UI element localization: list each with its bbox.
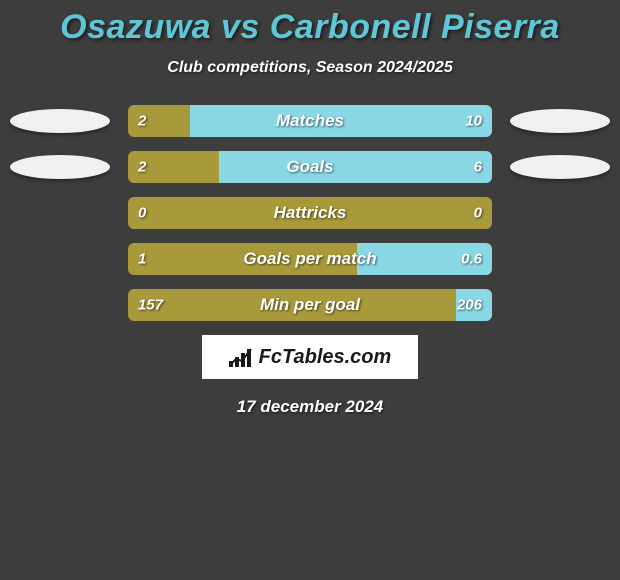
stat-value-right: 6 [474, 159, 482, 176]
player-right-marker [510, 109, 610, 133]
logo-chart-icon [229, 347, 253, 367]
stat-row: 2 10 Matches [10, 105, 610, 137]
stat-label: Hattricks [274, 203, 347, 223]
stat-value-left: 2 [138, 159, 146, 176]
subtitle: Club competitions, Season 2024/2025 [0, 59, 620, 77]
stat-row: 1 0.6 Goals per match [10, 243, 610, 275]
stat-row: 157 206 Min per goal [10, 289, 610, 321]
fctables-logo: FcTables.com [202, 335, 418, 379]
player-left-marker [10, 109, 110, 133]
player-right-marker [510, 155, 610, 179]
stat-row: 0 0 Hattricks [10, 197, 610, 229]
logo-text: FcTables.com [259, 346, 392, 369]
stat-value-left: 1 [138, 251, 146, 268]
stat-value-right: 0.6 [461, 251, 482, 268]
stat-row: 2 6 Goals [10, 151, 610, 183]
spacer [510, 293, 610, 317]
spacer [10, 247, 110, 271]
stat-label: Goals per match [243, 249, 376, 269]
generation-date: 17 december 2024 [0, 397, 620, 417]
stat-value-right: 10 [465, 113, 482, 130]
stat-label: Min per goal [260, 295, 360, 315]
spacer [10, 293, 110, 317]
stat-label: Goals [286, 157, 333, 177]
stat-bar: 1 0.6 Goals per match [128, 243, 492, 275]
comparison-infographic: Osazuwa vs Carbonell Piserra Club compet… [0, 0, 620, 417]
stat-value-right: 206 [457, 297, 482, 314]
spacer [510, 201, 610, 225]
player-left-marker [10, 155, 110, 179]
bar-segment-right [219, 151, 492, 183]
page-title: Osazuwa vs Carbonell Piserra [0, 8, 620, 47]
spacer [10, 201, 110, 225]
stat-bar: 2 10 Matches [128, 105, 492, 137]
stat-label: Matches [276, 111, 344, 131]
stat-value-left: 157 [138, 297, 163, 314]
stat-value-left: 2 [138, 113, 146, 130]
spacer [510, 247, 610, 271]
stat-bar: 157 206 Min per goal [128, 289, 492, 321]
stat-bar: 0 0 Hattricks [128, 197, 492, 229]
stat-bar: 2 6 Goals [128, 151, 492, 183]
stat-value-left: 0 [138, 205, 146, 222]
comparison-bars: 2 10 Matches 2 6 Goals 0 0 Hattricks 1 0.6 Goals pe… [0, 105, 620, 321]
stat-value-right: 0 [474, 205, 482, 222]
